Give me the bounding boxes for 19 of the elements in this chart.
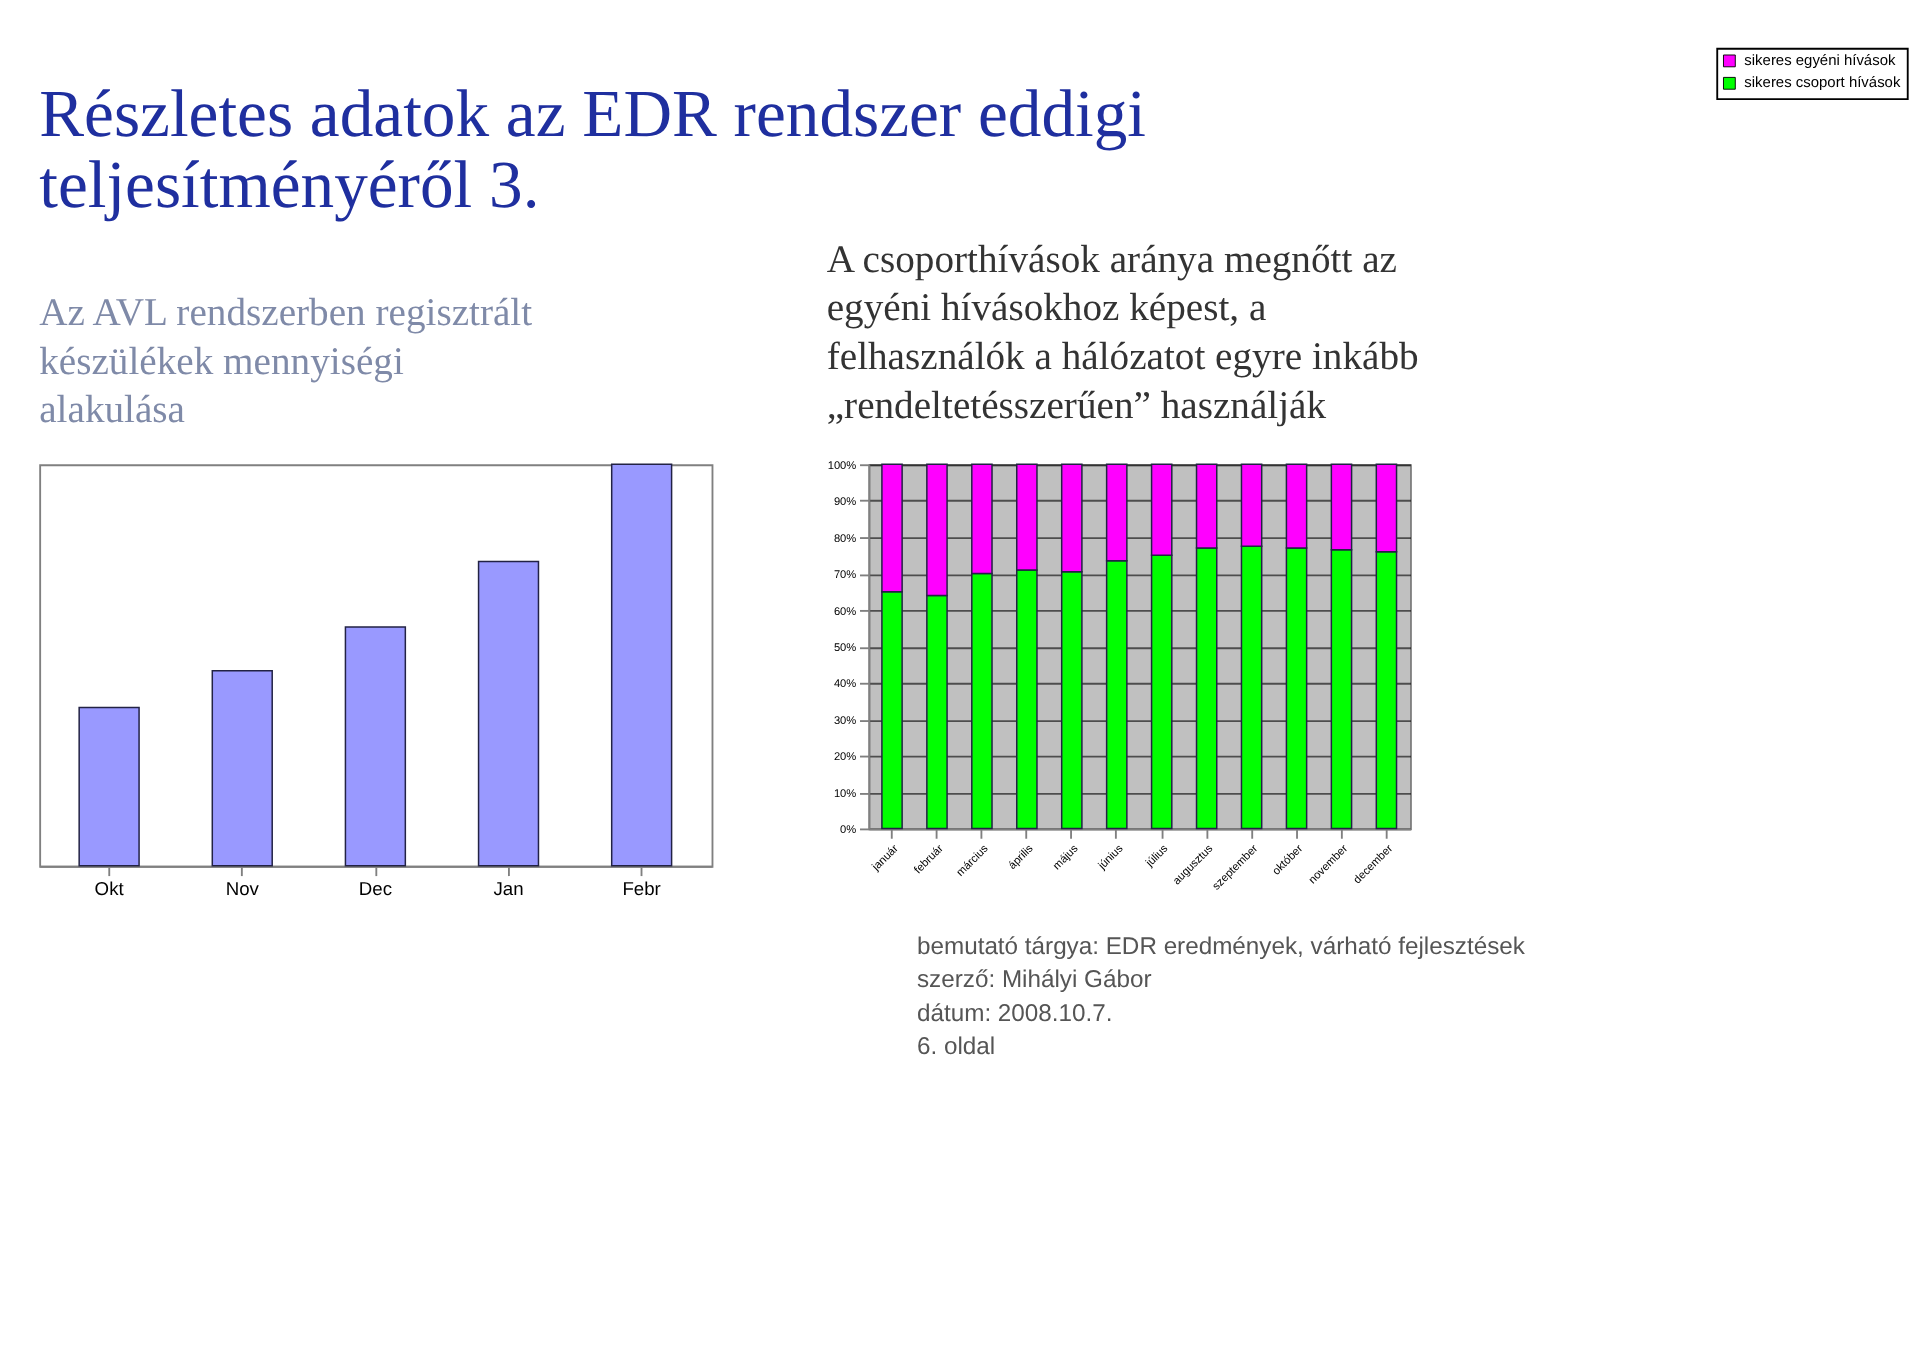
text: 6. oldal [916,1032,996,1061]
legend-label: sikeres csoport hívások [1744,73,1901,92]
text: dátum: 2008.10.7. [916,998,1113,1027]
legend-label: sikeres egyéni hívások [1744,50,1896,69]
bar [211,669,273,867]
x-tick-label: Febr [622,878,661,899]
chart-subtitle: Az AVL rendszerben regisztrált készülékek mennyiségi alakulása [39,293,534,433]
bar [78,706,140,867]
bar [610,463,673,867]
x-tick-label: Jan [493,878,524,899]
bar [477,560,540,867]
chart-title: Részletes adatok az EDR rendszer eddigi teljesítményéről 3. [39,77,1147,223]
text: szerző: Mihályi Gábor [916,965,1152,994]
bar [344,626,407,867]
text: bemutató tárgya: EDR eredmények, várható fejlesztések [916,931,1527,960]
chart-title: A csoporthívások aránya megnőtt az egyéni hívásokhoz képest, a felhasználók a hálózatot egyre inkább „rendeltetésszerűen” használják [826,239,1419,428]
x-tick-label: Okt [94,878,125,899]
x-tick-label: Nov [225,878,260,899]
x-tick-label: Dec [358,878,393,899]
